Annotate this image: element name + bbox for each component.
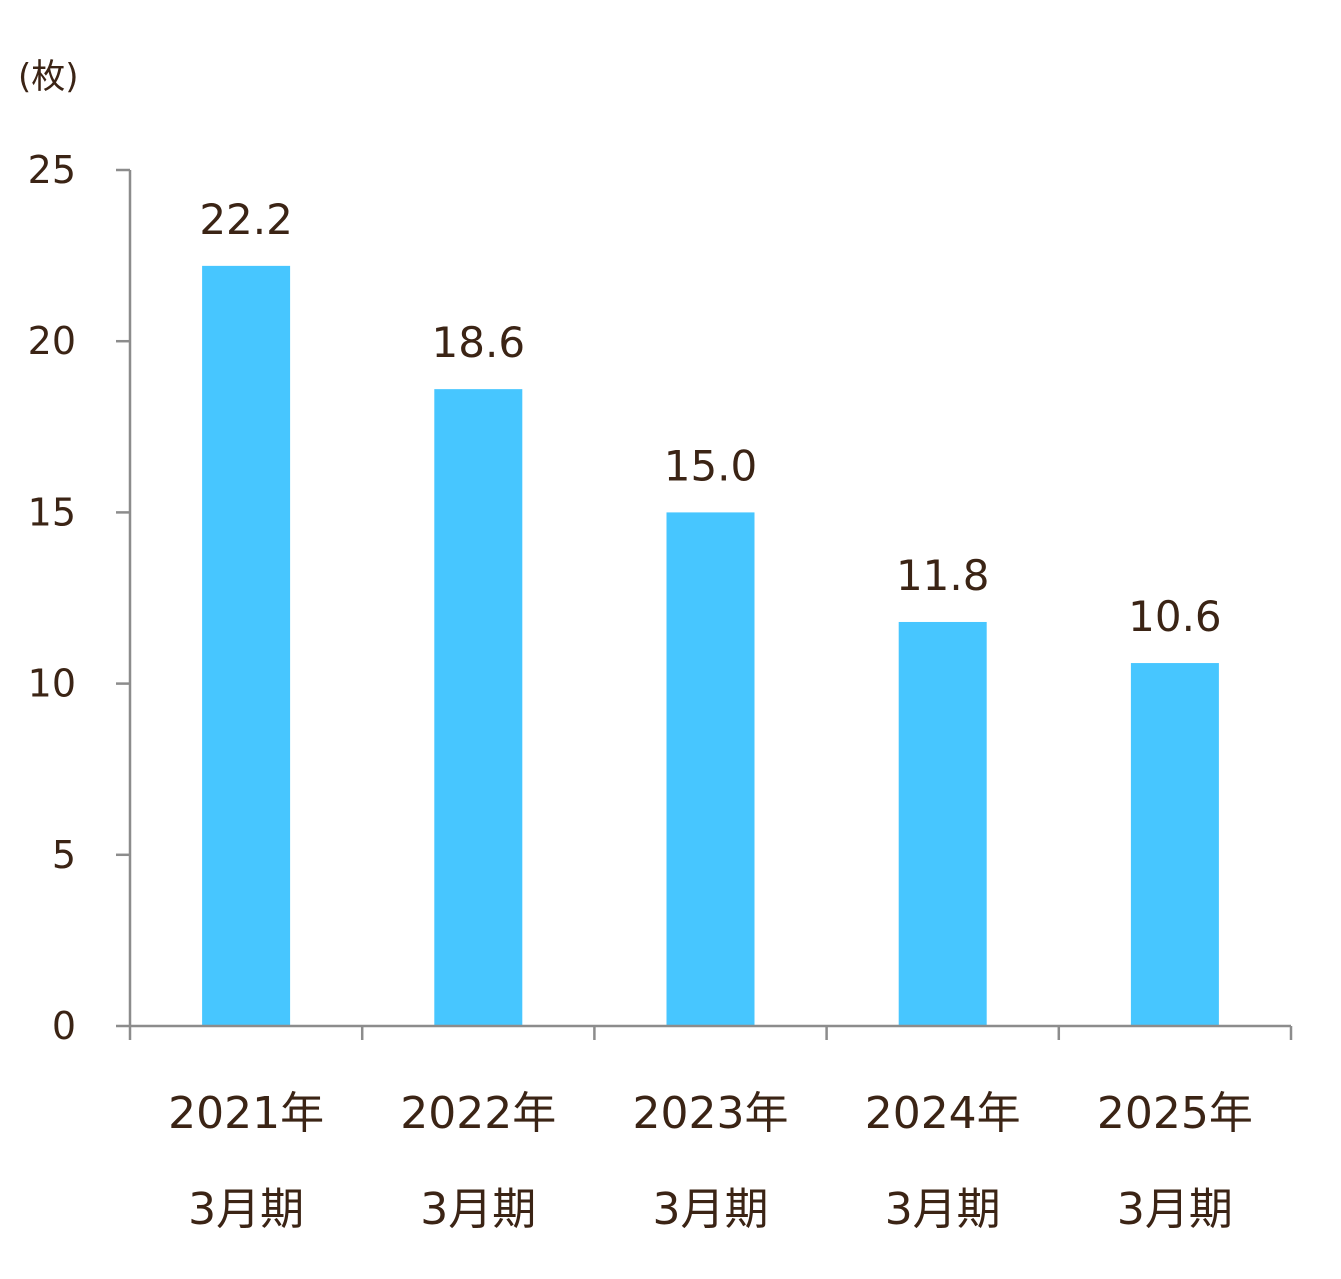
x-tick-label: 2022年 bbox=[400, 1088, 556, 1139]
x-tick-label: 2024年 bbox=[865, 1088, 1021, 1139]
data-label: 18.6 bbox=[432, 318, 526, 367]
bar bbox=[666, 512, 755, 1026]
bar bbox=[202, 265, 291, 1026]
x-axis-ticks: 2021年 3月期 2022年 3月期 2023年 3月期 2024年 3月期 2025年 3月期 bbox=[128, 1026, 1293, 1235]
bar bbox=[898, 621, 987, 1026]
y-tick-label: 10 bbox=[28, 662, 76, 706]
data-label: 22.2 bbox=[199, 195, 293, 244]
x-tick-label: 3月期 bbox=[1117, 1184, 1233, 1235]
bar bbox=[434, 389, 523, 1026]
bar bbox=[1130, 663, 1219, 1026]
x-tick-label: 3月期 bbox=[885, 1184, 1001, 1235]
x-tick-label: 2025年 bbox=[1097, 1088, 1253, 1139]
y-tick-label: 0 bbox=[52, 1004, 76, 1048]
y-axis-ticks: 0 5 10 15 20 25 bbox=[28, 148, 130, 1048]
y-tick-label: 15 bbox=[28, 490, 76, 534]
y-tick-label: 25 bbox=[28, 148, 76, 192]
y-tick-label: 20 bbox=[28, 319, 76, 363]
data-label: 11.8 bbox=[896, 551, 990, 600]
x-tick-label: 3月期 bbox=[420, 1184, 536, 1235]
data-label: 10.6 bbox=[1128, 592, 1222, 641]
x-tick-label: 2021年 bbox=[168, 1088, 324, 1139]
x-tick-label: 3月期 bbox=[188, 1184, 304, 1235]
x-tick-label: 3月期 bbox=[653, 1184, 769, 1235]
data-labels: 22.2 18.6 15.0 11.8 10.6 bbox=[199, 195, 1221, 641]
bars bbox=[202, 265, 1219, 1026]
x-tick-label: 2023年 bbox=[633, 1088, 789, 1139]
y-axis-unit-label: (枚) bbox=[18, 57, 79, 97]
data-label: 15.0 bbox=[664, 441, 758, 490]
y-tick-label: 5 bbox=[52, 833, 76, 877]
